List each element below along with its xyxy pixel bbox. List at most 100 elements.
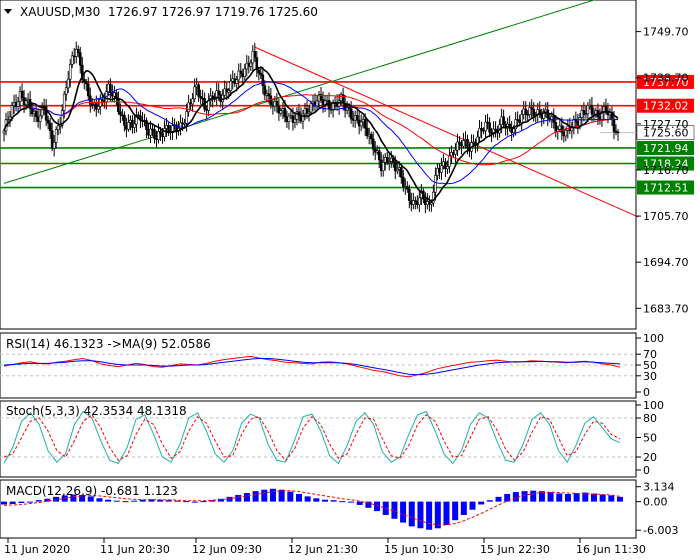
candle-body	[121, 114, 124, 117]
macd-histogram-bar	[486, 500, 493, 502]
candle-body	[502, 116, 505, 125]
candle-body	[60, 110, 64, 126]
candle-body	[514, 119, 517, 129]
candle-body	[361, 119, 365, 123]
candle-body	[349, 108, 353, 120]
candle-body	[179, 122, 182, 129]
candle-body	[516, 119, 519, 121]
candle-body	[237, 70, 241, 81]
candle-body	[512, 128, 515, 133]
candle-body	[113, 92, 116, 97]
macd-histogram-bar	[400, 501, 407, 523]
candle-body	[351, 118, 355, 121]
trendline[interactable]	[254, 46, 639, 218]
candle-body	[478, 128, 481, 138]
candle-body	[416, 200, 419, 205]
stoch-tick-label: 20	[643, 451, 657, 464]
candle-body	[46, 119, 50, 124]
candle-body	[518, 119, 521, 124]
stoch-main-line	[3, 410, 621, 465]
candle-body	[305, 108, 309, 114]
candle-body	[558, 125, 562, 130]
candle-body	[90, 104, 94, 106]
candle-body	[40, 106, 44, 117]
candle-body	[205, 108, 208, 111]
candle-body	[412, 200, 415, 205]
candle-body	[94, 102, 98, 110]
macd-histogram-bar	[443, 501, 450, 525]
candle-body	[107, 83, 110, 93]
candle-body	[217, 90, 220, 95]
candle-body	[76, 49, 80, 53]
candle-body	[488, 122, 491, 133]
candle-body	[281, 108, 285, 111]
macd-panel[interactable]: 3.134 0.00 -6.003 MACD(12,26,9) -0.681 1.1…	[0, 479, 678, 539]
candle-body	[520, 114, 523, 124]
macd-histogram-bar	[243, 493, 250, 502]
candle-body	[430, 202, 433, 205]
candle-body	[123, 114, 126, 126]
candle-body	[383, 157, 387, 163]
macd-histogram-bar	[573, 493, 580, 502]
candle-body	[319, 94, 323, 100]
candle-body	[450, 152, 453, 157]
candle-body	[137, 114, 140, 117]
macd-histogram-bar	[183, 501, 190, 503]
candle-body	[283, 108, 287, 118]
candle-body	[560, 125, 564, 133]
macd-histogram-bar	[278, 489, 285, 502]
trendline[interactable]	[3, 0, 638, 184]
candle-body	[357, 119, 361, 127]
candle-body	[135, 114, 138, 125]
candle-body	[454, 149, 457, 155]
candle-body	[153, 129, 156, 139]
price-panel[interactable]: 1737.70 1732.02 1721.94 1718.24 1712.51 1725.…	[0, 0, 695, 330]
candle-body	[32, 110, 36, 115]
candle-body	[472, 141, 475, 144]
time-tick-label: 12 Jun 09:30	[192, 543, 262, 556]
candle-body	[303, 108, 307, 115]
stoch-signal-line	[3, 414, 621, 462]
candle-body	[34, 110, 38, 117]
candle-body	[381, 162, 385, 172]
candle-body	[612, 118, 616, 132]
candle-body	[193, 86, 196, 100]
dropdown-arrow-icon[interactable]	[4, 9, 12, 14]
current-price-label: 1725.60	[643, 127, 689, 140]
candle-body	[494, 128, 497, 131]
macd-histogram-bar	[599, 494, 606, 502]
macd-histogram-bar	[295, 494, 302, 502]
macd-histogram-bar	[608, 495, 615, 502]
candle-body	[145, 120, 148, 131]
candle-body	[389, 157, 393, 162]
candle-body	[10, 105, 14, 118]
macd-histogram-bar	[96, 498, 103, 502]
price-tick-label: 1749.70	[643, 26, 689, 39]
candle-body	[355, 115, 359, 121]
candle-body	[151, 128, 154, 131]
macd-histogram-bar	[322, 499, 329, 502]
candle-body	[500, 116, 503, 126]
price-tick-label: 1738.70	[643, 72, 689, 85]
level-price-tag	[637, 140, 694, 155]
candle-body	[580, 110, 584, 118]
macd-histogram-bar	[538, 491, 545, 502]
candle-body	[50, 130, 54, 149]
candle-body	[44, 106, 48, 121]
candle-body	[544, 109, 548, 113]
candle-body	[377, 150, 381, 161]
candle-body	[181, 122, 184, 125]
candle-body	[199, 96, 202, 99]
candle-body	[157, 131, 160, 140]
candle-body	[456, 141, 459, 151]
candle-body	[257, 69, 261, 74]
candle-body	[466, 139, 469, 149]
rsi-tick-label: 50	[643, 359, 657, 372]
candle-body	[171, 125, 174, 133]
macd-histogram-bar	[139, 499, 146, 502]
macd-histogram-bar	[27, 501, 34, 503]
candle-body	[309, 103, 313, 113]
candle-body	[20, 91, 24, 98]
